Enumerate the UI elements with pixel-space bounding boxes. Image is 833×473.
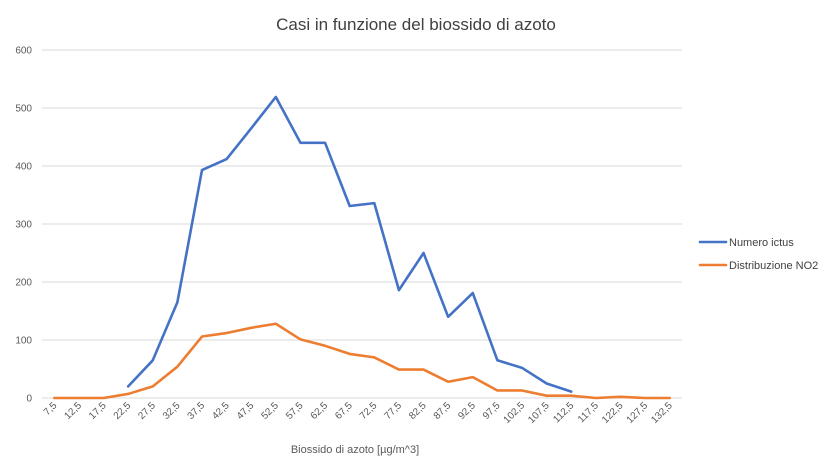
legend-label: Distribuzione NO2 [729, 260, 818, 272]
y-axis-ticks: 0 100 200 300 400 500 600 [15, 46, 32, 405]
x-axis-label: Biossido di azoto [µg/m^3] [291, 444, 419, 456]
y-tick-label: 100 [15, 336, 32, 347]
chart-title: Casi in funzione del biossido di azoto [276, 15, 556, 34]
y-tick-label: 200 [15, 278, 32, 289]
y-tick-label: 300 [15, 220, 32, 231]
series-lines [53, 95, 671, 400]
gridlines [42, 49, 682, 341]
y-tick-label: 500 [15, 104, 32, 115]
legend-label: Numero ictus [729, 237, 794, 249]
y-tick-label: 600 [15, 46, 32, 57]
y-tick-label: 0 [26, 394, 32, 405]
legend: Numero ictus Distribuzione NO2 [698, 237, 818, 272]
series-line-1 [53, 322, 671, 400]
series-line-0 [126, 95, 573, 393]
y-tick-label: 400 [15, 162, 32, 173]
